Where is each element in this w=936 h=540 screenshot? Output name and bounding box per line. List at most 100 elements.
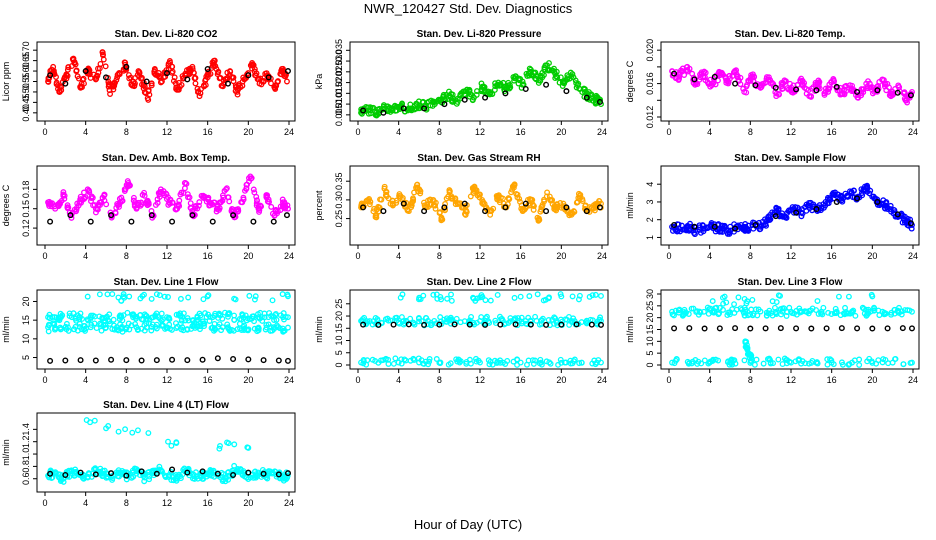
y-tick-label: 1.4 — [21, 423, 31, 436]
x-tick-label: 0 — [42, 375, 47, 385]
data-point — [285, 324, 291, 331]
reference-point — [691, 76, 698, 83]
reference-point — [558, 321, 565, 328]
reference-point — [143, 78, 150, 85]
data-point — [135, 467, 142, 474]
y-tick-label: 0.70 — [21, 41, 31, 59]
data-point — [469, 97, 476, 104]
data-point — [71, 472, 78, 479]
data-point — [416, 318, 422, 325]
data-point — [776, 91, 783, 98]
data-point — [377, 357, 384, 364]
data-point — [448, 297, 455, 304]
reference-point — [184, 357, 191, 364]
data-point — [858, 190, 865, 196]
data-point — [209, 201, 216, 208]
reference-point — [123, 357, 130, 364]
chart-panel: Stan. Dev. Li-820 Temp. degrees C 0 4 8 12 16 2… — [625, 29, 920, 137]
reference-point — [62, 472, 69, 479]
data-point — [241, 325, 248, 332]
data-point — [570, 358, 577, 365]
data-point — [786, 304, 793, 311]
data-point — [442, 201, 449, 207]
data-point — [156, 292, 163, 299]
reference-point — [869, 325, 876, 332]
data-point — [541, 196, 547, 203]
reference-point — [260, 357, 267, 364]
data-point — [719, 228, 726, 235]
data-point — [133, 204, 140, 211]
data-point — [242, 75, 248, 82]
reference-point — [275, 471, 282, 478]
data-point — [726, 72, 733, 79]
data-point — [176, 203, 183, 210]
data-point — [223, 474, 230, 481]
data-point — [679, 65, 686, 72]
data-point — [449, 98, 456, 105]
data-point — [46, 200, 52, 207]
x-tick-label: 24 — [284, 498, 294, 508]
reference-point — [67, 212, 74, 219]
data-point — [216, 445, 223, 452]
data-point — [725, 79, 732, 85]
data-point — [697, 71, 703, 78]
data-point — [454, 95, 461, 102]
data-point — [764, 356, 771, 363]
y-tick-label: 0.020 — [334, 71, 344, 94]
data-point — [120, 293, 127, 300]
reference-point — [375, 321, 382, 328]
data-point — [99, 49, 106, 56]
x-tick-label: 0 — [42, 251, 47, 261]
reference-point — [894, 89, 901, 96]
data-point — [63, 75, 70, 82]
data-point — [464, 86, 470, 93]
data-point — [77, 310, 84, 317]
data-point — [815, 81, 822, 88]
data-point — [669, 311, 676, 318]
reference-point — [597, 321, 604, 328]
data-point — [392, 355, 399, 362]
data-point — [360, 358, 367, 365]
data-point — [172, 80, 179, 87]
x-tick-label: 0 — [355, 375, 360, 385]
y-tick-label: 0.12 — [21, 219, 31, 237]
data-point — [146, 91, 153, 98]
data-point — [827, 356, 833, 363]
data-point — [856, 356, 863, 363]
data-point — [97, 60, 104, 67]
data-point — [250, 186, 257, 193]
data-point — [588, 91, 595, 98]
reference-point — [250, 218, 257, 225]
y-tick-label: 10 — [334, 336, 344, 346]
data-point — [467, 91, 474, 98]
data-point — [109, 291, 116, 298]
data-point — [90, 312, 96, 319]
data-point — [760, 360, 767, 367]
data-point — [441, 207, 448, 214]
data-point — [830, 361, 837, 368]
data-point — [529, 196, 536, 203]
data-point — [763, 222, 770, 229]
y-tick-label: 5 — [645, 351, 655, 356]
data-point — [274, 210, 281, 217]
reference-point — [380, 109, 387, 116]
data-point — [58, 325, 65, 332]
y-tick-label: 0.010 — [334, 93, 344, 116]
data-point — [225, 310, 232, 317]
data-point — [879, 359, 886, 366]
data-point — [141, 189, 148, 196]
data-point — [166, 58, 173, 64]
data-point — [211, 325, 218, 332]
data-point — [481, 84, 488, 90]
data-point — [448, 193, 455, 200]
reference-point — [752, 82, 759, 89]
data-point — [720, 222, 726, 229]
data-point — [277, 312, 284, 319]
data-point — [701, 357, 708, 364]
data-point — [399, 195, 406, 201]
data-point — [531, 203, 537, 209]
x-tick-label: 0 — [355, 127, 360, 137]
data-point — [195, 316, 201, 323]
data-point — [686, 65, 693, 72]
